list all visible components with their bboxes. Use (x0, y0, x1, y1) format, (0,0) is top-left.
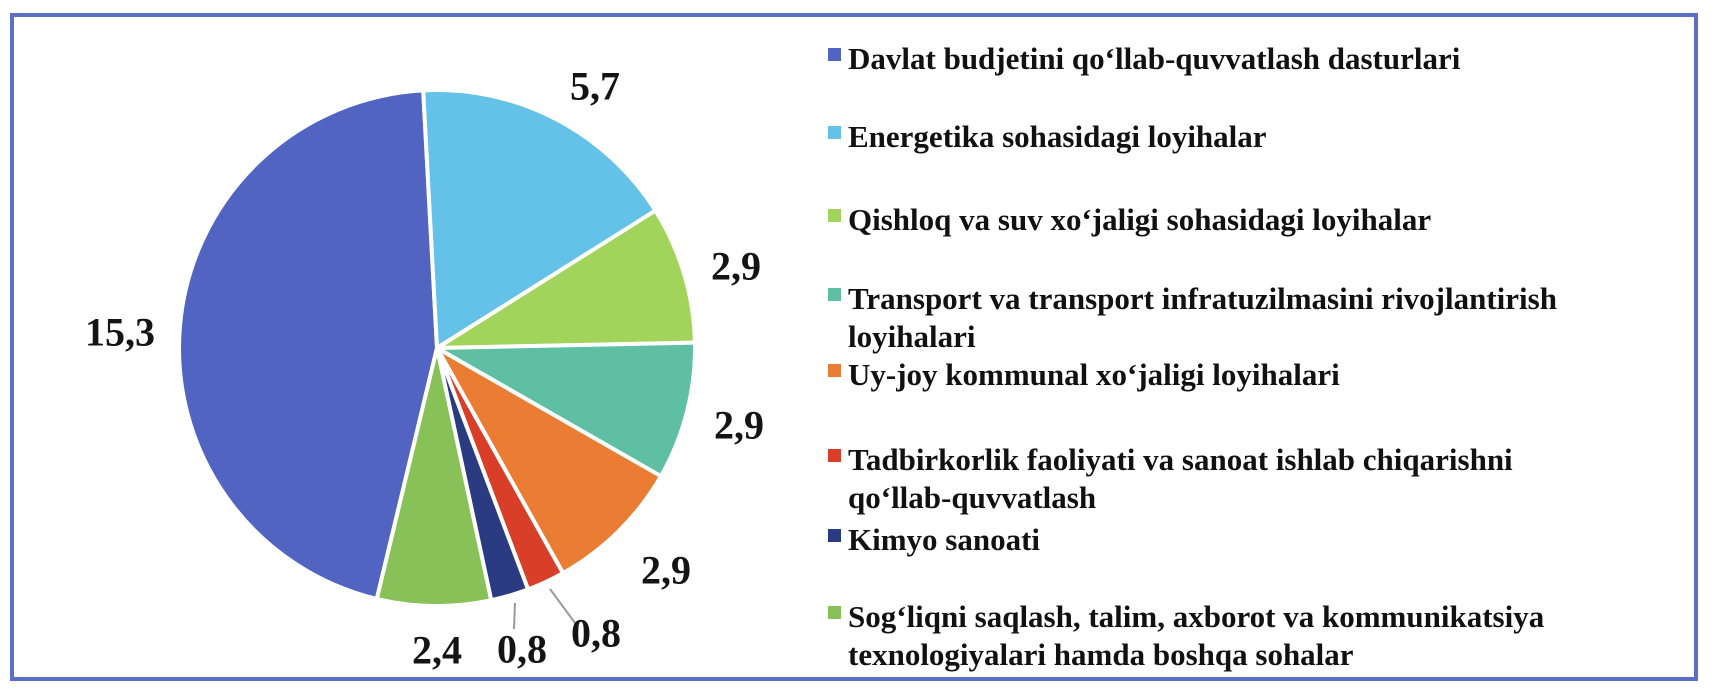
pie-value-label: 2,9 (711, 244, 761, 289)
legend-item-label: Energetika sohasidagi loyihalar (848, 119, 1267, 154)
pie-value-label: 0,8 (497, 627, 547, 672)
legend-item-label: Tadbirkorlik faoliyati va sanoat ishlab … (848, 442, 1513, 515)
legend-swatch-icon (828, 606, 841, 619)
label-leader-line (549, 588, 579, 628)
legend-swatch-icon (828, 449, 841, 462)
legend-swatch-icon (828, 364, 841, 377)
pie-value-label: 5,7 (570, 64, 620, 109)
legend-swatch-icon (828, 48, 841, 61)
legend-swatch-icon (828, 126, 841, 139)
legend-swatch-icon (828, 288, 841, 301)
pie-value-label: 2,4 (412, 628, 462, 673)
pie-slice-3 (435, 340, 697, 479)
pie-slice-2 (435, 208, 697, 350)
pie-value-label: 2,9 (641, 548, 691, 593)
pie-slice-0 (177, 88, 439, 601)
legend-item: Energetika sohasidagi loyihalar (828, 118, 1267, 156)
legend-item-label: Qishloq va suv xo‘jaligi sohasidagi loyi… (848, 202, 1432, 237)
legend-item-label: Kimyo sanoati (848, 522, 1041, 557)
legend-item-label: Transport va transport infratuzilmasini … (848, 281, 1557, 354)
legend-item: Qishloq va suv xo‘jaligi sohasidagi loyi… (828, 201, 1431, 239)
pie-slice-7 (374, 346, 494, 608)
legend-item: Sog‘liqni saqlash, talim, axborot va kom… (828, 598, 1544, 674)
pie-slice-1 (421, 88, 658, 350)
pie-value-label: 0,8 (571, 611, 621, 656)
legend-item-label: Davlat budjetini qo‘llab-quvvatlash dast… (848, 41, 1461, 76)
legend-swatch-icon (828, 209, 841, 222)
legend-item: Kimyo sanoati (828, 521, 1040, 559)
pie-value-label: 2,9 (714, 403, 764, 448)
legend-item-label: Sog‘liqni saqlash, talim, axborot va kom… (848, 599, 1545, 672)
pie-value-label: 15,3 (85, 310, 155, 355)
pie-slice-4 (435, 346, 663, 576)
legend-item: Tadbirkorlik faoliyati va sanoat ishlab … (828, 441, 1513, 517)
legend-swatch-icon (828, 529, 841, 542)
label-leader-line (513, 602, 516, 630)
legend-item: Uy-joy kommunal xo‘jaligi loyihalari (828, 356, 1340, 394)
legend-item: Transport va transport infratuzilmasini … (828, 280, 1557, 356)
legend-item: Davlat budjetini qo‘llab-quvvatlash dast… (828, 40, 1460, 78)
legend-item-label: Uy-joy kommunal xo‘jaligi loyihalari (848, 357, 1340, 392)
